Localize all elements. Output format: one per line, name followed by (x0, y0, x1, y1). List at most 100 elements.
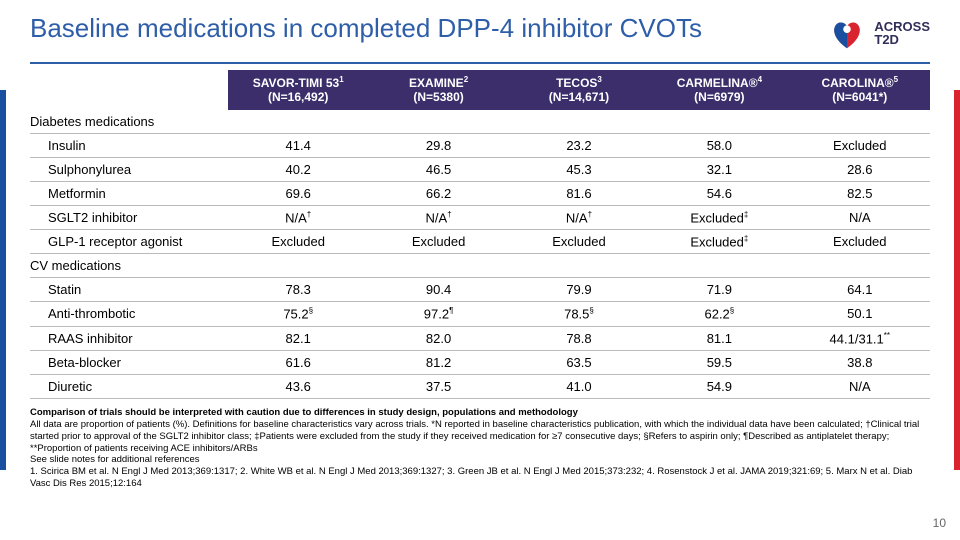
cell-value: 78.8 (509, 326, 649, 350)
cell-value: N/A† (228, 205, 368, 229)
col-name: CAROLINA® (821, 76, 893, 90)
th-blank (30, 70, 228, 110)
col-n: (N=5380) (413, 90, 463, 104)
left-stripe (0, 90, 6, 470)
table-head: SAVOR-TIMI 531 (N=16,492) EXAMINE2 (N=53… (30, 70, 930, 110)
cell-value: 46.5 (368, 157, 508, 181)
table-row: Insulin41.429.823.258.0Excluded (30, 133, 930, 157)
th-col-0: SAVOR-TIMI 531 (N=16,492) (228, 70, 368, 110)
cell-value: 81.1 (649, 326, 789, 350)
cell-value: 54.9 (649, 374, 789, 398)
th-col-4: CAROLINA®5 (N=6041*) (790, 70, 930, 110)
cell-value: 82.1 (228, 326, 368, 350)
cell-value: 90.4 (368, 278, 508, 302)
page-number: 10 (933, 516, 946, 530)
row-label: SGLT2 inhibitor (30, 205, 228, 229)
cell-value: 66.2 (368, 181, 508, 205)
row-label: Insulin (30, 133, 228, 157)
cell-value: 75.2§ (228, 302, 368, 326)
section-row: CV medications (30, 254, 930, 278)
cell-value: 69.6 (228, 181, 368, 205)
th-col-2: TECOS3 (N=14,671) (509, 70, 649, 110)
col-n: (N=6041*) (832, 90, 887, 104)
table-row: Diuretic43.637.541.054.9N/A (30, 374, 930, 398)
cell-value: N/A† (509, 205, 649, 229)
row-label: Sulphonylurea (30, 157, 228, 181)
cell-value: 79.9 (509, 278, 649, 302)
cell-value: 81.2 (368, 350, 508, 374)
cell-value: 82.0 (368, 326, 508, 350)
footnote-body: All data are proportion of patients (%).… (30, 419, 930, 455)
table-body: Diabetes medicationsInsulin41.429.823.25… (30, 110, 930, 399)
footnotes: Comparison of trials should be interpret… (0, 399, 960, 490)
footnote-seenote: See slide notes for additional reference… (30, 454, 930, 466)
table-row: RAAS inhibitor82.182.078.881.144.1/31.1*… (30, 326, 930, 350)
cell-value: Excluded (790, 229, 930, 253)
col-n: (N=16,492) (268, 90, 328, 104)
cell-value: Excluded (228, 229, 368, 253)
cell-value: 41.4 (228, 133, 368, 157)
cell-value: 59.5 (649, 350, 789, 374)
cell-value: Excluded (368, 229, 508, 253)
cell-value: 62.2§ (649, 302, 789, 326)
table-row: Anti-thrombotic75.2§97.2¶78.5§62.2§50.1 (30, 302, 930, 326)
cell-value: 41.0 (509, 374, 649, 398)
cell-value: Excluded (509, 229, 649, 253)
cell-value: Excluded‡ (649, 229, 789, 253)
cell-value: Excluded‡ (649, 205, 789, 229)
section-label: Diabetes medications (30, 110, 930, 134)
cell-value: 64.1 (790, 278, 930, 302)
table-row: GLP-1 receptor agonistExcludedExcludedEx… (30, 229, 930, 253)
col-name: SAVOR-TIMI 53 (253, 76, 339, 90)
cell-value: 50.1 (790, 302, 930, 326)
cell-value: 71.9 (649, 278, 789, 302)
row-label: Statin (30, 278, 228, 302)
table-row: SGLT2 inhibitorN/A†N/A†N/A†Excluded‡N/A (30, 205, 930, 229)
col-name: TECOS (556, 76, 597, 90)
cell-value: 40.2 (228, 157, 368, 181)
cell-value: 58.0 (649, 133, 789, 157)
col-name: CARMELINA® (677, 76, 758, 90)
cell-value: 78.3 (228, 278, 368, 302)
slide-header: Baseline medications in completed DPP‑4 … (0, 0, 960, 58)
section-label: CV medications (30, 254, 930, 278)
cell-value: 32.1 (649, 157, 789, 181)
cell-value: 97.2¶ (368, 302, 508, 326)
col-n: (N=6979) (694, 90, 744, 104)
cell-value: 63.5 (509, 350, 649, 374)
cell-value: 38.8 (790, 350, 930, 374)
section-row: Diabetes medications (30, 110, 930, 134)
cell-value: 82.5 (790, 181, 930, 205)
col-name: EXAMINE (409, 76, 464, 90)
brand-line2: T2D (874, 33, 930, 46)
heart-shield-icon (828, 14, 866, 52)
row-label: RAAS inhibitor (30, 326, 228, 350)
cell-value: 61.6 (228, 350, 368, 374)
th-col-1: EXAMINE2 (N=5380) (368, 70, 508, 110)
row-label: Diuretic (30, 374, 228, 398)
table-row: Beta-blocker61.681.263.559.538.8 (30, 350, 930, 374)
cell-value: 29.8 (368, 133, 508, 157)
cell-value: Excluded (790, 133, 930, 157)
cell-value: 81.6 (509, 181, 649, 205)
right-stripe (954, 90, 960, 470)
cell-value: N/A (790, 205, 930, 229)
table-wrap: SAVOR-TIMI 531 (N=16,492) EXAMINE2 (N=53… (0, 64, 960, 399)
row-label: Anti-thrombotic (30, 302, 228, 326)
medications-table: SAVOR-TIMI 531 (N=16,492) EXAMINE2 (N=53… (30, 70, 930, 399)
col-n: (N=14,671) (549, 90, 609, 104)
cell-value: 43.6 (228, 374, 368, 398)
cell-value: 45.3 (509, 157, 649, 181)
cell-value: 54.6 (649, 181, 789, 205)
row-label: Metformin (30, 181, 228, 205)
table-row: Metformin69.666.281.654.682.5 (30, 181, 930, 205)
cell-value: N/A (790, 374, 930, 398)
slide-title: Baseline medications in completed DPP‑4 … (30, 14, 702, 44)
table-row: Statin78.390.479.971.964.1 (30, 278, 930, 302)
footnote-refs: 1. Scirica BM et al. N Engl J Med 2013;3… (30, 466, 930, 490)
cell-value: 78.5§ (509, 302, 649, 326)
brand-logo: ACROSS T2D (828, 14, 930, 52)
cell-value: N/A† (368, 205, 508, 229)
cell-value: 37.5 (368, 374, 508, 398)
row-label: Beta-blocker (30, 350, 228, 374)
